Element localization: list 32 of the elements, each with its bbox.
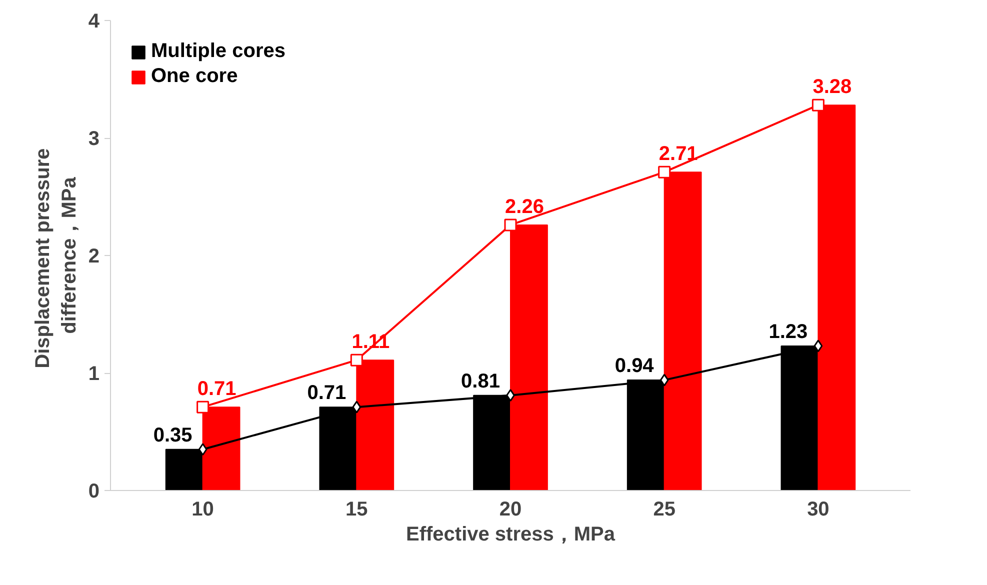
data-label: 0.94 bbox=[614, 355, 655, 378]
data-label: 0.81 bbox=[461, 370, 500, 392]
data-label: 0.35 bbox=[153, 424, 192, 446]
data-label: 3.28 bbox=[812, 76, 852, 98]
x-tick-label: 15 bbox=[346, 498, 368, 520]
point bbox=[812, 98, 824, 112]
data-label: 1.23 bbox=[768, 320, 808, 343]
x-tick-label: 25 bbox=[653, 498, 676, 520]
point bbox=[352, 400, 362, 414]
x-tick-label: 20 bbox=[499, 498, 522, 520]
y-tick-label: 4 bbox=[88, 10, 100, 32]
x-tick-label: 30 bbox=[807, 498, 830, 520]
data-label: 2.26 bbox=[505, 196, 544, 218]
data-label: 2.71 bbox=[658, 143, 698, 166]
y-tick-label: 1 bbox=[88, 363, 100, 385]
point bbox=[196, 400, 210, 414]
point bbox=[198, 443, 208, 456]
point bbox=[660, 374, 669, 386]
data-label: 0.71 bbox=[197, 378, 236, 400]
y-tick-label: 3 bbox=[88, 128, 100, 150]
point bbox=[814, 340, 823, 352]
data-label: 0.71 bbox=[307, 382, 346, 404]
point bbox=[658, 166, 671, 178]
y-tick-label: 0 bbox=[88, 480, 100, 502]
point bbox=[504, 218, 517, 232]
y-axis-title: Displacement pressure difference，MPa bbox=[32, 148, 80, 368]
legend-label: Multiple cores bbox=[151, 40, 286, 63]
x-tick-label: 10 bbox=[192, 498, 214, 520]
legend-label: One core bbox=[151, 65, 238, 88]
x-axis-title: Effective stress，MPa bbox=[406, 524, 616, 546]
point bbox=[350, 354, 363, 366]
y-tick-label: 2 bbox=[88, 246, 100, 268]
